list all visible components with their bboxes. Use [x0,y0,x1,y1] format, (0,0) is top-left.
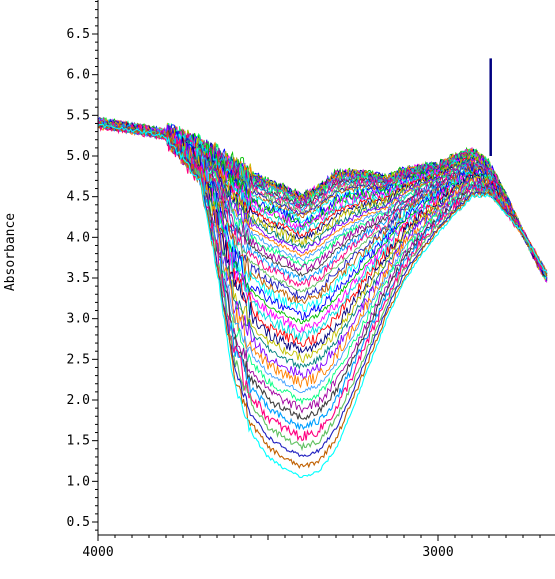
y-axis: 0.5 1.0 1.5 2.0 2.5 3.0 3.5 4.0 4.5 5.0 5.5 6.0 6.5 [67,0,99,535]
y-tick-label: 6.0 [67,68,90,83]
x-axis: 4000 3000 [82,534,555,560]
spectrum-series-50 [97,119,548,389]
x-tick-label: 4000 [82,545,113,560]
y-tick-label: 6.5 [67,27,90,42]
y-tick-label: 3.5 [67,271,90,286]
y-tick-label: 2.5 [67,352,90,367]
x-tick-label: 3000 [422,545,453,560]
y-tick-label: 0.5 [67,515,90,530]
y-tick-label: 2.0 [67,393,90,408]
spectra-series-group [97,116,548,478]
spectrum-series-16 [97,116,547,281]
y-tick-label: 3.0 [67,312,90,327]
y-tick-label: 4.0 [67,230,90,245]
y-tick-label: 1.5 [67,434,90,449]
y-axis-title: Absorbance [3,213,18,291]
y-tick-label: 4.5 [67,190,90,205]
spectrum-series-57 [97,122,548,452]
y-tick-label: 1.0 [67,474,90,489]
spectrum-series-60 [97,123,548,478]
y-tick-label: 5.0 [67,149,90,164]
y-tick-label: 5.5 [67,108,90,123]
